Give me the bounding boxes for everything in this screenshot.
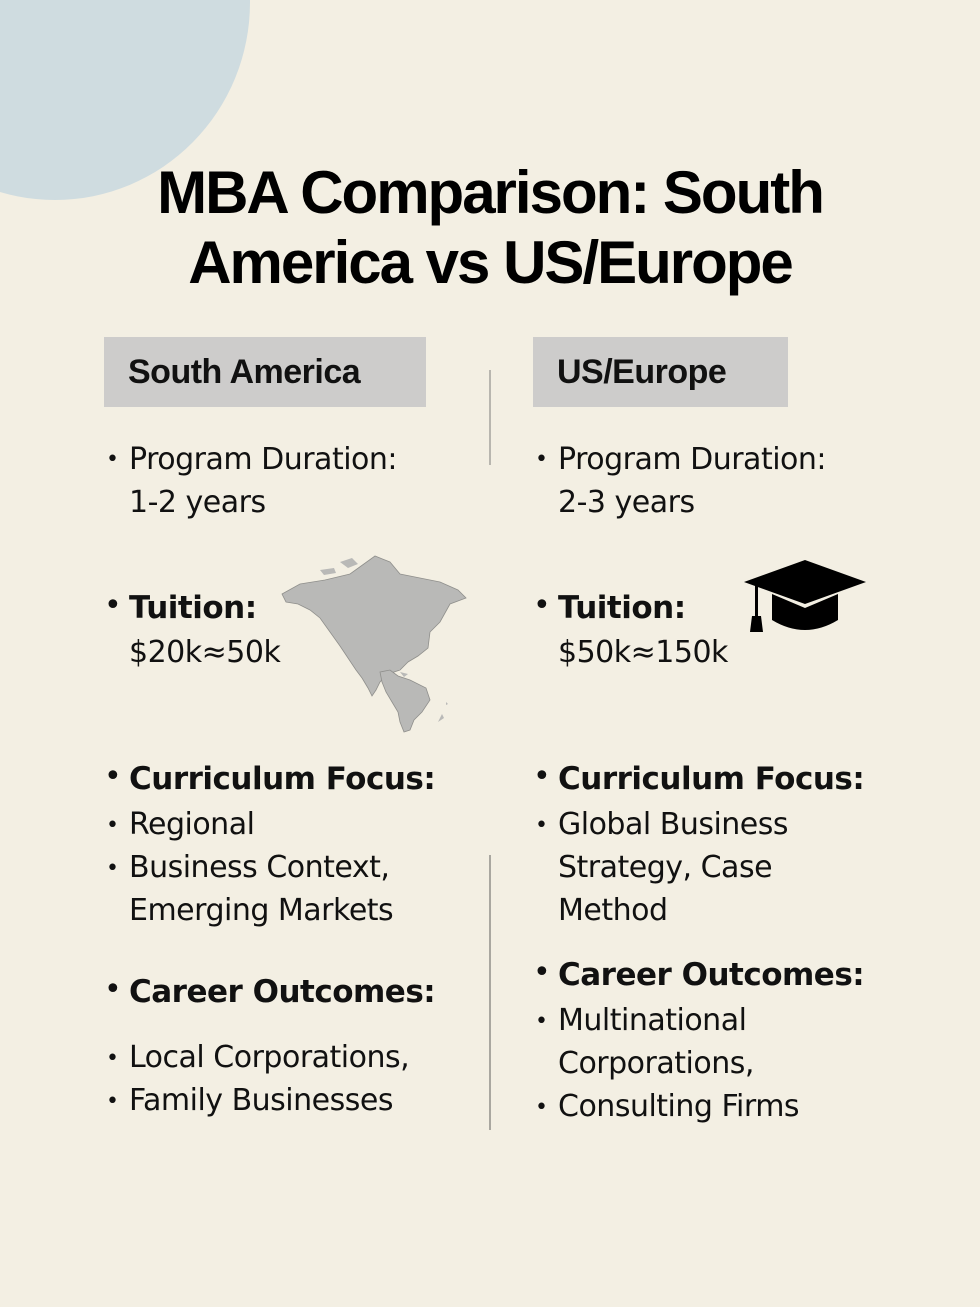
career-item: Multinational [558, 1003, 747, 1038]
tuition-label: Tuition: [129, 590, 257, 626]
duration-label: Program Duration: [558, 442, 827, 477]
bullet: • [106, 447, 119, 472]
bullet: • [104, 588, 122, 623]
bullet: • [535, 1009, 548, 1034]
bullet: • [535, 1095, 548, 1120]
graduation-cap-icon [744, 560, 866, 632]
tuition-label: Tuition: [558, 590, 686, 626]
curriculum-item: Strategy, Case [558, 850, 773, 885]
curriculum-item: Business Context, [129, 850, 390, 885]
curriculum-item: Regional [129, 807, 255, 842]
americas-map-icon [281, 555, 467, 733]
tuition-value: $20k≈50k [129, 635, 281, 670]
bullet: • [104, 759, 122, 794]
column-divider [489, 855, 491, 1130]
title-line-1: MBA Comparison: South [157, 159, 825, 226]
career-label: Career Outcomes: [129, 974, 436, 1010]
bullet: • [535, 813, 548, 838]
bullet: • [535, 447, 548, 472]
bullet: • [533, 955, 551, 990]
curriculum-item: Method [558, 893, 668, 928]
bullet: • [106, 813, 119, 838]
bullet: • [106, 1046, 119, 1071]
career-item: Corporations, [558, 1046, 754, 1081]
bullet: • [533, 759, 551, 794]
duration-label: Program Duration: [129, 442, 398, 477]
curriculum-item: Emerging Markets [129, 893, 394, 928]
duration-value: 2-3 years [558, 485, 695, 520]
bullet: • [104, 972, 122, 1007]
title-line-2: America vs US/Europe [188, 229, 794, 296]
bullet: • [106, 1089, 119, 1114]
bullet: • [533, 588, 551, 623]
curriculum-label: Curriculum Focus: [129, 761, 436, 797]
us-europe-header: US/Europe [533, 337, 788, 407]
career-item: Local Corporations, [129, 1040, 410, 1075]
bullet: • [106, 856, 119, 881]
duration-value: 1-2 years [129, 485, 266, 520]
curriculum-label: Curriculum Focus: [558, 761, 865, 797]
career-item: Consulting Firms [558, 1089, 800, 1124]
tuition-value: $50k≈150k [558, 635, 728, 670]
column-divider [489, 370, 491, 465]
page-title: MBA Comparison: South America vs US/Euro… [0, 158, 980, 298]
career-item: Family Businesses [129, 1083, 393, 1118]
curriculum-item: Global Business [558, 807, 789, 842]
south-america-header: South America [104, 337, 426, 407]
career-label: Career Outcomes: [558, 957, 865, 993]
